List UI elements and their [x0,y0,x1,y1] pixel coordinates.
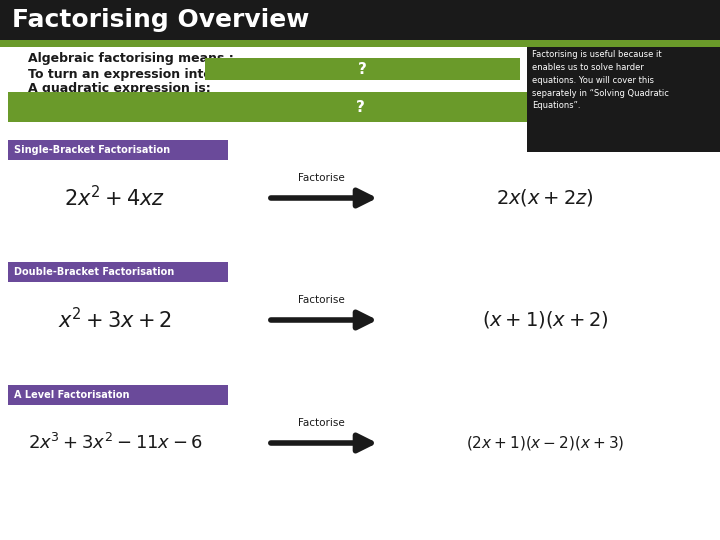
Bar [527,47,720,152]
Text: Algebraic factorising means :: Algebraic factorising means : [28,52,234,65]
Text: Factorising is useful because it
enables us to solve harder
equations. You will : Factorising is useful because it enables… [532,50,669,110]
Text: To turn an expression into: To turn an expression into [28,68,212,81]
Bar [8,140,228,160]
Text: $2x^2 + 4xz$: $2x^2 + 4xz$ [65,185,166,211]
Bar [8,385,228,405]
Text: Factorise: Factorise [298,418,345,428]
Text: Double-Bracket Factorisation: Double-Bracket Factorisation [14,267,174,277]
Text: ?: ? [356,99,364,114]
Text: Single-Bracket Factorisation: Single-Bracket Factorisation [14,145,170,155]
Text: ?: ? [358,62,366,77]
Bar [8,92,712,122]
Text: $(x + 1)(x + 2)$: $(x + 1)(x + 2)$ [482,309,608,330]
Text: $x^2 + 3x + 2$: $x^2 + 3x + 2$ [58,307,172,333]
Text: $(2x + 1)(x - 2)(x + 3)$: $(2x + 1)(x - 2)(x + 3)$ [466,434,624,452]
Bar [205,58,520,80]
Text: $2x^3 + 3x^2 - 11x - 6$: $2x^3 + 3x^2 - 11x - 6$ [27,433,202,453]
Bar [8,262,228,282]
Text: Factorise: Factorise [298,295,345,305]
Bar [0,0,720,40]
Text: A Level Factorisation: A Level Factorisation [14,390,130,400]
Text: Factorising Overview: Factorising Overview [12,8,310,32]
Text: Factorise: Factorise [298,173,345,183]
Text: A quadratic expression is:: A quadratic expression is: [28,82,211,95]
Bar [0,40,720,47]
Text: $2x(x + 2z)$: $2x(x + 2z)$ [496,187,594,208]
